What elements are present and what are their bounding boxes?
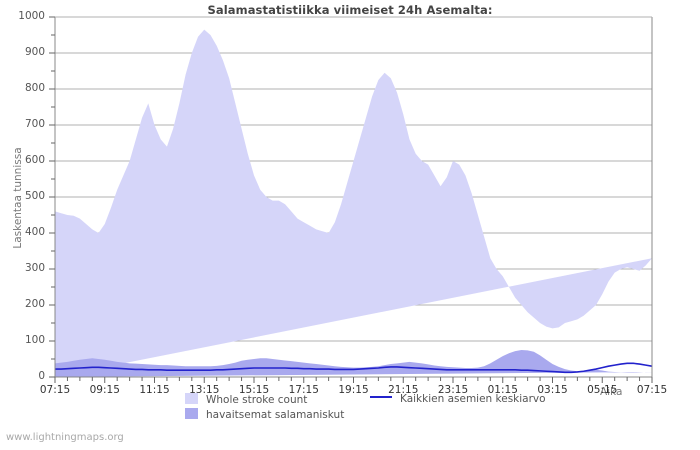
series-area-1 [55,29,652,377]
x-tick-label: 15:15 [238,384,270,396]
legend-entry: havaitsemat salamaniskut [185,408,344,421]
legend-entry: Kaikkien asemien keskiarvo [370,393,546,405]
x-axis-label: Aika [600,386,623,398]
average-line [55,362,653,374]
x-tick-label: 01:15 [487,384,518,396]
chart-legend: Whole stroke count havaitsemat salamanisk… [185,393,605,425]
x-tick-label: 07:15 [39,384,71,396]
x-tick-label: 23:15 [437,384,469,396]
y-tick-label: 300 [24,262,45,274]
y-tick-label: 0 [38,370,45,382]
legend-label: havaitsemat salamaniskut [206,409,345,421]
legend-color-swatch [185,408,198,419]
x-tick-label: 21:15 [388,384,419,396]
y-tick-label: 600 [24,154,45,166]
legend-color-swatch [185,393,198,404]
x-tick-label: 07:15 [636,384,668,396]
site-watermark: www.lightningmaps.org [6,432,124,443]
legend-entry: Whole stroke count [185,393,307,406]
legend-label: Whole stroke count [206,394,308,406]
legend-line-marker [370,396,392,398]
x-tick-label: 17:15 [288,384,319,396]
y-tick-label: 500 [24,190,45,202]
y-tick-label: 200 [24,298,45,310]
chart-title: Salamastatistiikka viimeiset 24h Asemalt… [207,3,493,17]
y-tick-label: 1000 [18,10,45,22]
y-tick-label: 700 [24,118,45,130]
y-tick-label: 100 [24,334,45,346]
x-tick-label: 05:15 [587,384,618,396]
x-tick-label: 11:15 [139,384,170,396]
legend-label: Kaikkien asemien keskiarvo [400,393,546,405]
y-tick-label: 900 [24,46,45,58]
y-tick-label: 800 [24,82,45,94]
x-tick-label: 19:15 [338,384,369,396]
x-tick-label: 03:15 [537,384,568,396]
y-tick-label: 400 [24,226,45,238]
x-tick-label: 09:15 [89,384,120,396]
